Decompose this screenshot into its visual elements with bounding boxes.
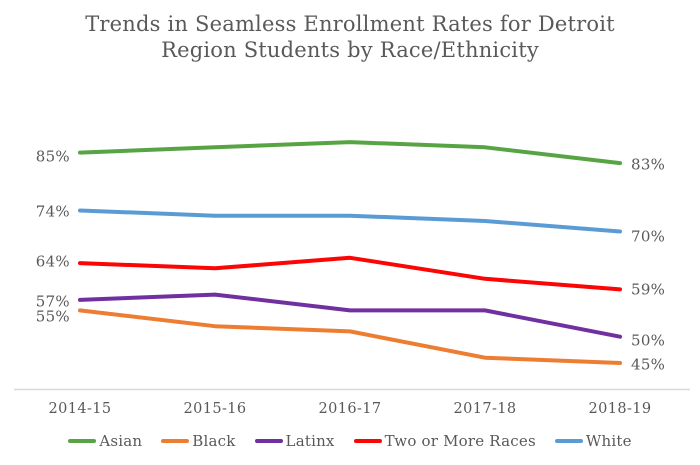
legend-label-white: White bbox=[585, 432, 632, 450]
legend-label-black: Black bbox=[192, 432, 236, 450]
legend-item-black: Black bbox=[161, 432, 235, 450]
x-axis-tick-label-2015-16: 2015-16 bbox=[183, 401, 247, 417]
series-line-two-or-more-races bbox=[78, 255, 622, 292]
legend-line-marker-asian bbox=[68, 439, 97, 443]
data-label-last-asian: 83% bbox=[631, 155, 666, 174]
data-label-last-black: 45% bbox=[631, 355, 666, 374]
data-label-first-black: 55% bbox=[35, 307, 70, 326]
legend-label-asian: Asian bbox=[99, 432, 143, 450]
legend-line-marker-latinx bbox=[254, 439, 283, 443]
legend: Asian Black Latinx Two or More Races White bbox=[0, 432, 700, 450]
legend-label-latinx: Latinx bbox=[285, 432, 335, 450]
x-axis-tick-label-2018-19: 2018-19 bbox=[588, 401, 652, 417]
legend-item-two-or-more-races: Two or More Races bbox=[353, 432, 536, 450]
legend-line-marker-black bbox=[161, 439, 190, 443]
data-label-first-asian: 85% bbox=[35, 147, 70, 166]
legend-label-two-or-more-races: Two or More Races bbox=[384, 432, 536, 450]
legend-item-asian: Asian bbox=[68, 432, 142, 450]
chart-title-line-2: Region Students by Race/Ethnicity bbox=[161, 38, 539, 62]
legend-line-marker-two-or-more-races bbox=[353, 439, 382, 443]
series-line-white bbox=[78, 208, 622, 234]
chart-title: Trends in Seamless Enrollment Rates for … bbox=[0, 11, 700, 63]
data-label-last-latinx: 50% bbox=[631, 331, 666, 350]
series-line-asian bbox=[78, 140, 622, 166]
data-label-last-white: 70% bbox=[631, 227, 666, 245]
data-label-first-latinx: 57% bbox=[35, 292, 70, 311]
x-axis-tick-label-2016-17: 2016-17 bbox=[318, 401, 382, 417]
legend-item-latinx: Latinx bbox=[254, 432, 335, 450]
data-label-first-two-or-more-races: 64% bbox=[35, 252, 70, 271]
x-axis-tick-label-2017-18: 2017-18 bbox=[453, 401, 517, 417]
x-axis-tick-label-2014-15: 2014-15 bbox=[48, 401, 112, 417]
legend-line-marker-white bbox=[554, 439, 583, 443]
series-line-black bbox=[78, 308, 622, 365]
series-line-latinx bbox=[78, 292, 622, 339]
data-label-first-white: 74% bbox=[35, 202, 70, 221]
data-label-last-two-or-more-races: 59% bbox=[631, 280, 666, 299]
legend-item-white: White bbox=[554, 432, 632, 450]
chart-title-line-1: Trends in Seamless Enrollment Rates for … bbox=[85, 12, 615, 36]
